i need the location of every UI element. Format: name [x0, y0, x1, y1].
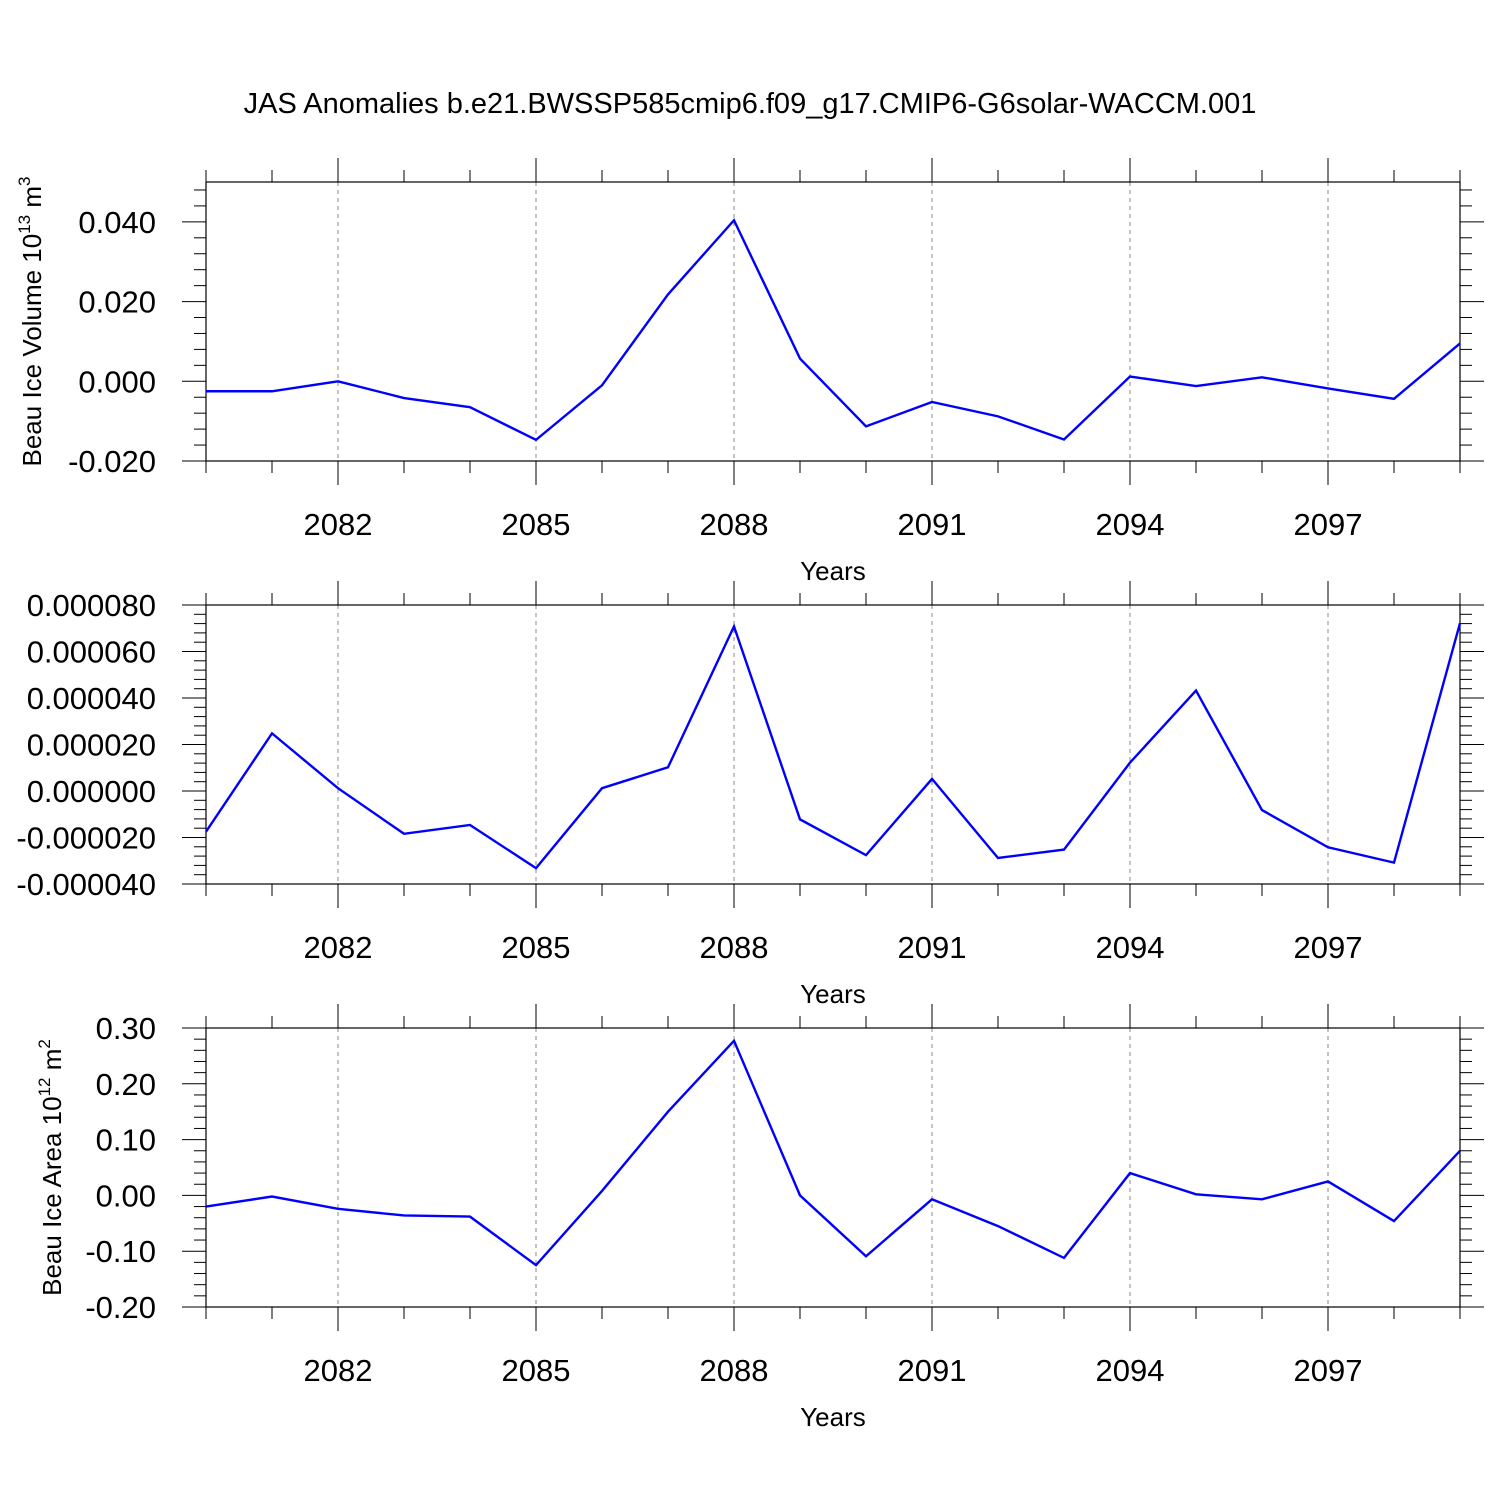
y-tick-label: 0.000080: [27, 588, 156, 623]
series-line: [205, 622, 1462, 870]
plot-frame: [205, 604, 1461, 885]
y-axis-label: Beau Ice Volume 1013 m3: [15, 177, 47, 467]
y-tick-label: 0.20: [96, 1067, 156, 1102]
x-tick-label: 2094: [1096, 1353, 1165, 1388]
y-tick-label: 0.000020: [27, 728, 156, 763]
y-tick-label: 0.000000: [27, 774, 156, 809]
y-tick-label: -0.000040: [16, 867, 156, 902]
page-title: JAS Anomalies b.e21.BWSSP585cmip6.f09_g1…: [243, 88, 1257, 120]
y-tick-label: 0.10: [96, 1123, 156, 1158]
y-axis-label-part: m: [17, 186, 47, 215]
chart-panel-3: 2082 2085 2088 2091 2094 2097 -0.20 -0.10 0.00 0.…: [35, 1004, 1484, 1432]
x-tick-label: 2097: [1294, 1353, 1363, 1388]
y-tick-label: -0.000020: [16, 821, 156, 856]
x-tick-label: 2097: [1294, 930, 1363, 965]
y-axis-label-part: Beau Ice Volume 10: [17, 234, 47, 467]
x-tick-label: 2094: [1096, 507, 1165, 542]
y-axis-label: Beau Ice Area 1012 m2: [35, 1039, 67, 1296]
chart-panel-2: 2082 2085 2088 2091 2094 2097 -0.000040 -0.0000…: [16, 581, 1484, 1009]
y-tick-label: -0.020: [68, 444, 156, 479]
y-axis-label-part: 2: [35, 1039, 54, 1048]
y-axis-label-part: m: [37, 1049, 67, 1078]
y-tick-label: 0.000040: [27, 681, 156, 716]
y-tick-label: 0.040: [78, 205, 156, 240]
x-axis-label: Years: [800, 556, 866, 586]
x-tick-label: 2088: [700, 1353, 769, 1388]
y-tick-label: -0.20: [85, 1290, 156, 1325]
y-axis-label-part: Beau Ice Area 10: [37, 1096, 67, 1295]
x-tick-label: 2091: [898, 1353, 967, 1388]
x-axis-label: Years: [800, 979, 866, 1009]
x-tick-label: 2091: [898, 507, 967, 542]
x-tick-label: 2097: [1294, 507, 1363, 542]
series-line: [206, 218, 1461, 442]
plot-frame: [205, 1027, 1461, 1308]
y-tick-label: 0.30: [96, 1011, 156, 1046]
x-tick-label: 2091: [898, 930, 967, 965]
y-tick-label: 0.020: [78, 285, 156, 320]
x-tick-label: 2082: [304, 507, 373, 542]
x-tick-label: 2088: [700, 507, 769, 542]
x-tick-label: 2085: [502, 507, 571, 542]
series-line: [205, 1038, 1461, 1267]
x-tick-label: 2094: [1096, 930, 1165, 965]
x-axis-label: Years: [800, 1402, 866, 1432]
x-tick-label: 2088: [700, 930, 769, 965]
y-tick-label: 0.000: [78, 364, 156, 399]
y-axis-label-part: 12: [35, 1077, 54, 1096]
x-tick-label: 2085: [502, 930, 571, 965]
y-tick-label: 0.00: [96, 1178, 156, 1213]
y-axis-label-part: 13: [15, 215, 34, 234]
y-axis-label-part: 3: [15, 177, 34, 186]
plot-frame: [205, 181, 1461, 462]
y-tick-label: -0.10: [85, 1234, 156, 1269]
chart-panel-1: 2082 2085 2088 2091 2094 2097 -0.020 0.000 0.020…: [15, 158, 1484, 586]
y-tick-label: 0.000060: [27, 635, 156, 670]
x-tick-label: 2082: [304, 930, 373, 965]
x-tick-label: 2085: [502, 1353, 571, 1388]
x-tick-label: 2082: [304, 1353, 373, 1388]
